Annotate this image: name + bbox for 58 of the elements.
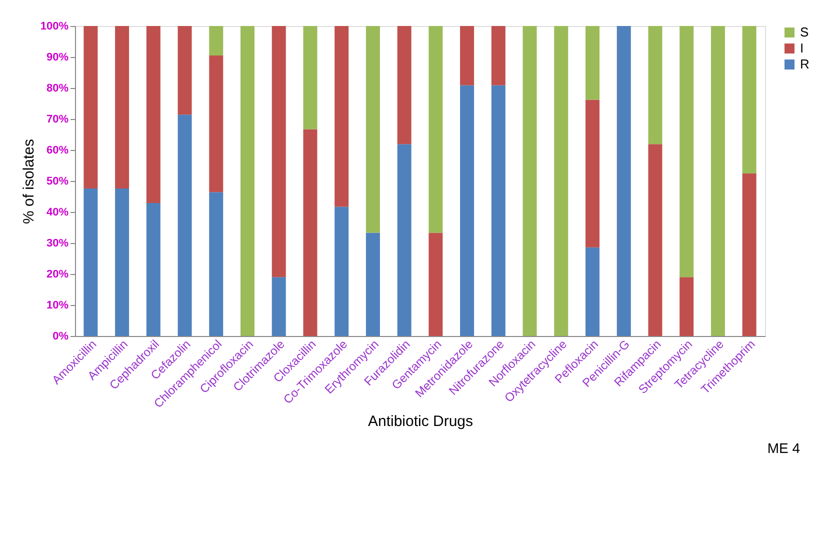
- bar: [428, 232, 443, 336]
- y-tick-label: 0%: [52, 330, 69, 342]
- bar: [146, 203, 160, 336]
- y-tick-label: 40%: [46, 206, 69, 218]
- legend-label: I: [800, 40, 804, 56]
- bar: [334, 26, 349, 207]
- bar: [84, 188, 98, 336]
- bar: [742, 174, 756, 336]
- y-tick-label: 60%: [46, 144, 69, 156]
- legend-label: R: [800, 56, 810, 72]
- y-tick-label: 50%: [46, 176, 69, 188]
- bar: [303, 26, 318, 130]
- bar: [680, 277, 694, 336]
- bar: [522, 26, 537, 336]
- bar: [366, 26, 380, 233]
- bar: [460, 26, 474, 86]
- bar: [84, 26, 98, 188]
- bar: [491, 26, 506, 86]
- bar: [209, 55, 224, 192]
- bar: [178, 26, 192, 115]
- y-tick-label: 70%: [46, 114, 69, 126]
- bar: [178, 114, 192, 336]
- bar: [460, 85, 474, 336]
- bar: [334, 206, 349, 336]
- bar: [491, 85, 506, 336]
- y-tick-label: 30%: [46, 238, 69, 250]
- bar: [115, 26, 130, 188]
- bar: [272, 26, 286, 278]
- bar: [240, 26, 254, 336]
- bar: [680, 26, 694, 278]
- bar: [586, 26, 600, 100]
- bar: [115, 188, 130, 336]
- bar: [710, 26, 725, 336]
- bar: [616, 26, 631, 336]
- y-tick-label: 100%: [40, 20, 69, 32]
- bar: [586, 247, 600, 336]
- bar: [209, 26, 224, 56]
- bar: [397, 144, 412, 336]
- x-axis-title: Antibiotic Drugs: [368, 412, 474, 430]
- bar: [209, 192, 224, 336]
- y-tick-label: 80%: [46, 82, 69, 94]
- bar: [742, 26, 756, 174]
- bar: [554, 26, 568, 336]
- bar: [428, 26, 443, 233]
- y-tick-label: 10%: [46, 300, 69, 312]
- bar: [146, 26, 160, 204]
- text: ME 4: [767, 440, 800, 456]
- bar: [648, 26, 662, 144]
- bar: [397, 26, 412, 144]
- legend-label: S: [800, 24, 809, 40]
- y-axis-title: % of isolates: [20, 138, 38, 224]
- y-tick-label: 90%: [46, 52, 69, 64]
- bar: [272, 277, 286, 336]
- y-tick-label: 20%: [46, 268, 69, 280]
- bar: [648, 144, 662, 336]
- bar: [586, 100, 600, 248]
- bar: [366, 232, 380, 336]
- bar: [303, 129, 318, 336]
